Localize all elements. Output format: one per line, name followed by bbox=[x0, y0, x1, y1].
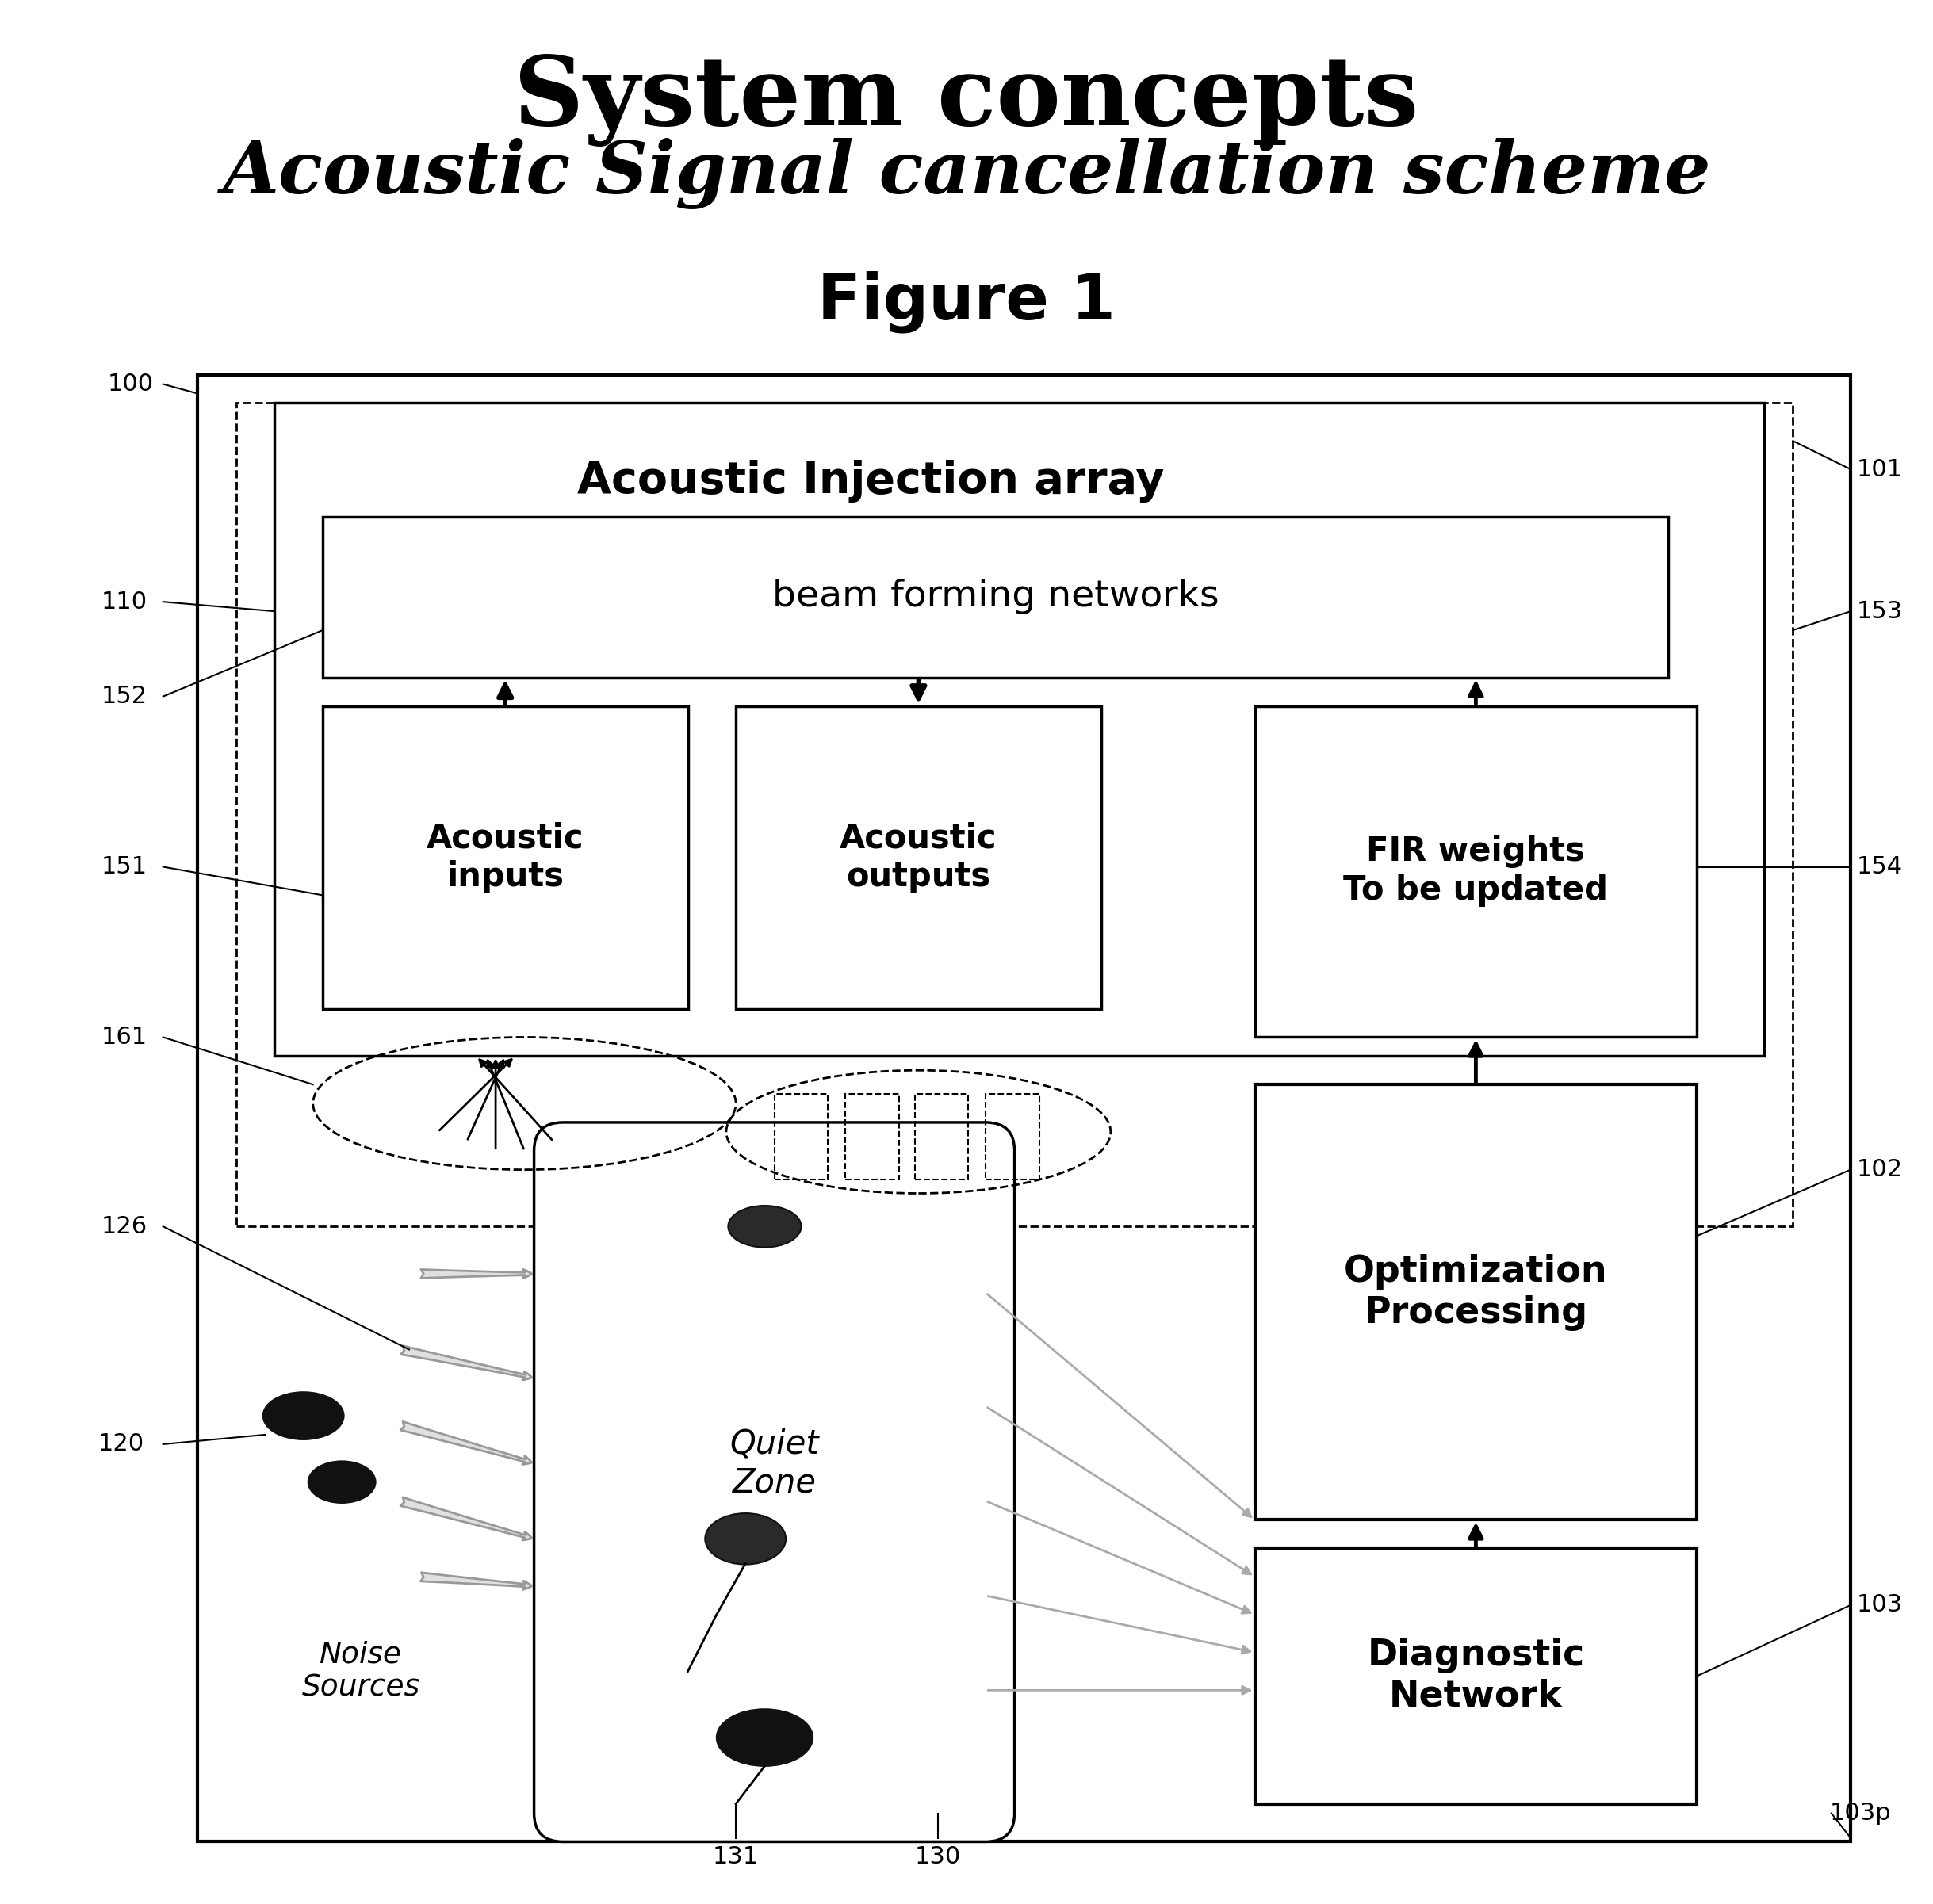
Bar bbox=[1255, 1085, 1697, 1519]
Bar bbox=[914, 1095, 968, 1179]
Text: 151: 151 bbox=[102, 855, 147, 878]
Bar bbox=[274, 404, 1765, 1057]
Text: 110: 110 bbox=[102, 590, 147, 613]
Bar bbox=[323, 516, 1668, 678]
Text: Acoustic Injection array: Acoustic Injection array bbox=[576, 461, 1164, 503]
Text: 161: 161 bbox=[102, 1026, 147, 1049]
Text: FIR weights
To be updated: FIR weights To be updated bbox=[1343, 834, 1608, 906]
Ellipse shape bbox=[307, 1460, 375, 1502]
Text: 126: 126 bbox=[102, 1215, 147, 1238]
Text: System concepts: System concepts bbox=[514, 53, 1419, 147]
Bar bbox=[736, 706, 1102, 1009]
Text: 100: 100 bbox=[108, 373, 153, 396]
Bar bbox=[1255, 1548, 1697, 1803]
Ellipse shape bbox=[729, 1205, 800, 1247]
Text: Noise
Sources: Noise Sources bbox=[302, 1641, 419, 1702]
Ellipse shape bbox=[263, 1392, 344, 1439]
Bar bbox=[845, 1095, 899, 1179]
Ellipse shape bbox=[706, 1514, 787, 1565]
Bar bbox=[323, 706, 688, 1009]
Text: 101: 101 bbox=[1856, 457, 1902, 482]
Text: 130: 130 bbox=[914, 1845, 961, 1868]
Bar bbox=[775, 1095, 827, 1179]
Bar bbox=[1255, 706, 1697, 1038]
Text: Acoustic
outputs: Acoustic outputs bbox=[839, 821, 997, 893]
Text: 120: 120 bbox=[99, 1432, 143, 1457]
Text: 103: 103 bbox=[1856, 1594, 1902, 1616]
Text: Figure 1: Figure 1 bbox=[818, 270, 1115, 333]
Bar bbox=[986, 1095, 1040, 1179]
Bar bbox=[197, 375, 1850, 1841]
Text: Acoustic
inputs: Acoustic inputs bbox=[427, 821, 584, 893]
Text: 153: 153 bbox=[1856, 600, 1902, 623]
Text: 154: 154 bbox=[1856, 855, 1902, 878]
Text: 152: 152 bbox=[102, 685, 147, 708]
Text: Quiet
Zone: Quiet Zone bbox=[729, 1428, 820, 1498]
Text: 131: 131 bbox=[713, 1845, 760, 1868]
Text: 102: 102 bbox=[1856, 1158, 1902, 1180]
Text: beam forming networks: beam forming networks bbox=[771, 579, 1220, 613]
FancyBboxPatch shape bbox=[534, 1121, 1015, 1841]
Text: Acoustic Signal cancellation scheme: Acoustic Signal cancellation scheme bbox=[222, 137, 1711, 209]
Text: Optimization
Processing: Optimization Processing bbox=[1343, 1255, 1608, 1331]
Text: Diagnostic
Network: Diagnostic Network bbox=[1367, 1637, 1585, 1714]
Ellipse shape bbox=[717, 1710, 812, 1767]
Bar bbox=[236, 404, 1794, 1226]
Text: 103p: 103p bbox=[1829, 1801, 1890, 1824]
